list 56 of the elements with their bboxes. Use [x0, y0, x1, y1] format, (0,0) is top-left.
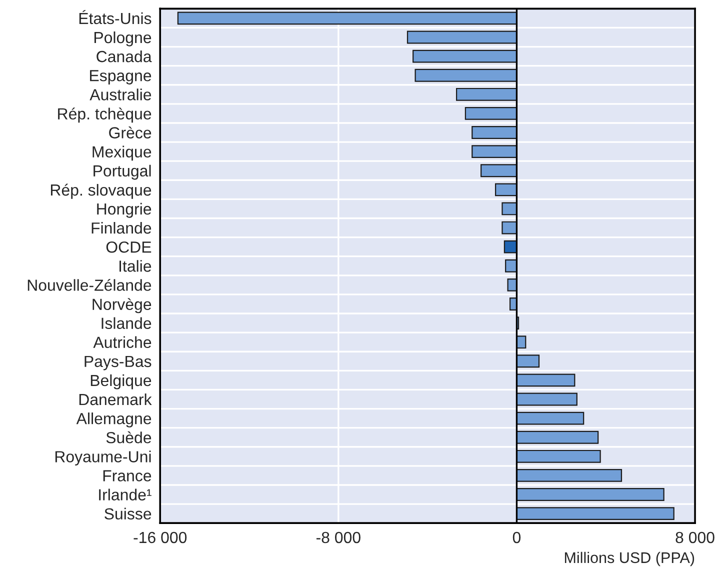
y-tick-label: Italie — [120, 260, 152, 272]
x-tick-label: 0 — [512, 532, 521, 544]
y-tick-label: Mexique — [92, 146, 152, 161]
bar — [516, 354, 540, 368]
bar — [516, 374, 576, 387]
y-tick-label: Grèce — [109, 126, 152, 138]
bar — [516, 507, 674, 520]
y-tick-label: Finlande — [92, 222, 152, 234]
y-tick-label: Rép. slovaque — [50, 184, 152, 199]
y-tick-label: Hongrie — [97, 202, 152, 218]
bar — [480, 164, 518, 178]
bar — [516, 468, 622, 482]
y-tick-label: Irlande¹ — [99, 488, 152, 500]
y-tick-label: Royaume-Uni — [55, 450, 151, 466]
x-tick-label: -8 000 — [316, 532, 360, 544]
bar — [504, 240, 518, 254]
bar — [505, 259, 518, 272]
y-tick-label: Pays-Bas — [84, 356, 152, 370]
bar — [464, 107, 518, 120]
y-tick-label: Belgique — [90, 374, 152, 390]
bar — [516, 488, 664, 501]
bar — [516, 392, 578, 406]
y-tick-label: Danemark — [79, 393, 152, 406]
x-tick-label: 8 000 — [676, 532, 714, 544]
y-tick-label: Pologne — [94, 31, 152, 46]
bar — [412, 50, 518, 63]
bar — [177, 12, 518, 25]
bar — [406, 30, 518, 44]
bar — [516, 412, 584, 425]
y-tick-label: États-Unis — [79, 10, 152, 24]
x-tick-label: -16 000 — [134, 532, 187, 544]
y-tick-label: Espagne — [90, 70, 152, 84]
y-tick-label: Suisse — [104, 508, 152, 520]
bar — [456, 88, 518, 101]
y-tick-label: Autriche — [93, 336, 152, 348]
y-tick-label: Allemagne — [76, 412, 152, 428]
y-tick-label: Canada — [96, 50, 152, 62]
bar — [472, 126, 518, 139]
bar — [414, 68, 518, 82]
bar — [494, 183, 518, 196]
y-tick-label: Nouvelle-Zélande — [28, 278, 152, 291]
y-tick-label: Portugal — [94, 164, 151, 180]
y-tick-label: Rép. tchèque — [58, 108, 152, 123]
bar — [472, 145, 518, 158]
bar — [502, 221, 518, 234]
y-tick-label: OCDE — [106, 241, 152, 253]
bar — [516, 430, 599, 444]
bar — [502, 202, 518, 216]
y-tick-label: Suède — [106, 431, 152, 444]
x-axis-title: Millions USD (PPA) — [564, 552, 694, 566]
bar — [507, 278, 518, 292]
y-tick-label: France — [103, 470, 152, 482]
bar — [516, 450, 601, 463]
y-tick-label: Islande — [102, 317, 152, 329]
y-tick-label: Norvège — [92, 298, 152, 314]
y-tick-label: Australie — [90, 88, 152, 100]
